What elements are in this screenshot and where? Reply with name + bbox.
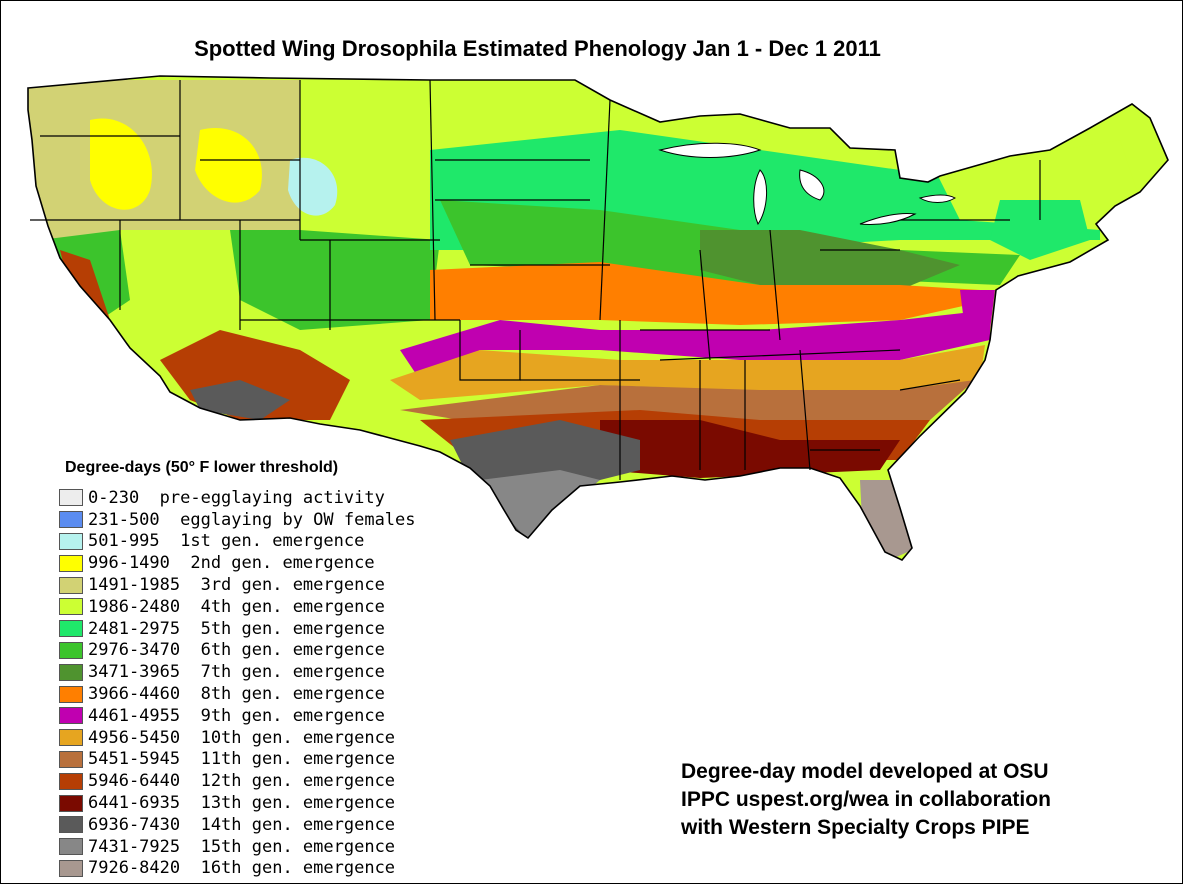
legend-item: 501-995 1st gen. emergence (59, 531, 416, 553)
legend-label: 4956-5450 10th gen. emergence (88, 727, 396, 748)
legend-item: 996-1490 2nd gen. emergence (59, 552, 416, 574)
legend-swatch (59, 729, 83, 747)
legend-label: 3471-3965 7th gen. emergence (88, 662, 385, 683)
legend-swatch (59, 859, 83, 877)
legend-swatch (59, 554, 83, 572)
legend-swatch (59, 598, 83, 616)
legend-label: 6936-7430 14th gen. emergence (88, 814, 396, 835)
legend-label: 7431-7925 15th gen. emergence (88, 836, 396, 857)
legend-item: 5451-5945 11th gen. emergence (59, 749, 416, 771)
great-lakes (658, 142, 956, 226)
legend-label: 6441-6935 13th gen. emergence (88, 793, 396, 814)
legend-item: 1491-1985 3rd gen. emergence (59, 574, 416, 596)
legend-item: 3471-3965 7th gen. emergence (59, 661, 416, 683)
legend-label: 1491-1985 3rd gen. emergence (88, 575, 385, 596)
legend-label: 7926-8420 16th gen. emergence (88, 858, 396, 879)
legend-swatch (59, 641, 83, 659)
legend-label: 2481-2975 5th gen. emergence (88, 618, 385, 639)
legend-item: 2481-2975 5th gen. emergence (59, 618, 416, 640)
legend-swatch (59, 663, 83, 681)
legend-heading: Degree-days (50° F lower threshold) (65, 459, 339, 476)
legend-label: 5946-6440 12th gen. emergence (88, 771, 396, 792)
legend-item: 7926-8420 16th gen. emergence (59, 858, 416, 880)
legend: 0-230 pre-egglaying activity 231-500 eggl… (59, 487, 416, 879)
credit-line-1: Degree-day model developed at OSU (681, 760, 1049, 783)
legend-swatch (59, 838, 83, 856)
legend-item: 3966-4460 8th gen. emergence (59, 683, 416, 705)
legend-item: 7431-7925 15th gen. emergence (59, 836, 416, 858)
legend-item: 2976-3470 6th gen. emergence (59, 640, 416, 662)
legend-swatch (59, 532, 83, 550)
credit-block: Degree-day model developed at OSU IPPC u… (681, 758, 1051, 842)
legend-swatch (59, 750, 83, 768)
legend-label: 231-500 egglaying by OW females (88, 509, 416, 530)
legend-label: 3966-4460 8th gen. emergence (88, 684, 385, 705)
legend-label: 5451-5945 11th gen. emergence (88, 749, 396, 770)
legend-item: 6936-7430 14th gen. emergence (59, 814, 416, 836)
legend-item: 4956-5450 10th gen. emergence (59, 727, 416, 749)
legend-item: 4461-4955 9th gen. emergence (59, 705, 416, 727)
state-boundaries (27, 75, 1169, 561)
legend-item: 231-500 egglaying by OW females (59, 509, 416, 531)
legend-item: 6441-6935 13th gen. emergence (59, 792, 416, 814)
legend-swatch (59, 794, 83, 812)
legend-swatch (59, 816, 83, 834)
legend-label: 996-1490 2nd gen. emergence (88, 553, 375, 574)
legend-swatch (59, 576, 83, 594)
legend-label: 501-995 1st gen. emergence (88, 531, 365, 552)
credit-line-3: with Western Specialty Crops PIPE (681, 816, 1030, 839)
legend-swatch (59, 620, 83, 638)
legend-item: 1986-2480 4th gen. emergence (59, 596, 416, 618)
map-title: Spotted Wing Drosophila Estimated Phenol… (194, 36, 881, 61)
legend-label: 2976-3470 6th gen. emergence (88, 640, 385, 661)
legend-item: 5946-6440 12th gen. emergence (59, 770, 416, 792)
credit-line-2: IPPC uspest.org/wea in collaboration (681, 788, 1051, 811)
legend-swatch (59, 772, 83, 790)
legend-label: 0-230 pre-egglaying activity (88, 487, 385, 508)
legend-label: 1986-2480 4th gen. emergence (88, 596, 385, 617)
legend-swatch (59, 511, 83, 529)
legend-swatch (59, 685, 83, 703)
legend-label: 4461-4955 9th gen. emergence (88, 705, 385, 726)
legend-item: 0-230 pre-egglaying activity (59, 487, 416, 509)
legend-swatch (59, 707, 83, 725)
legend-swatch (59, 489, 83, 507)
